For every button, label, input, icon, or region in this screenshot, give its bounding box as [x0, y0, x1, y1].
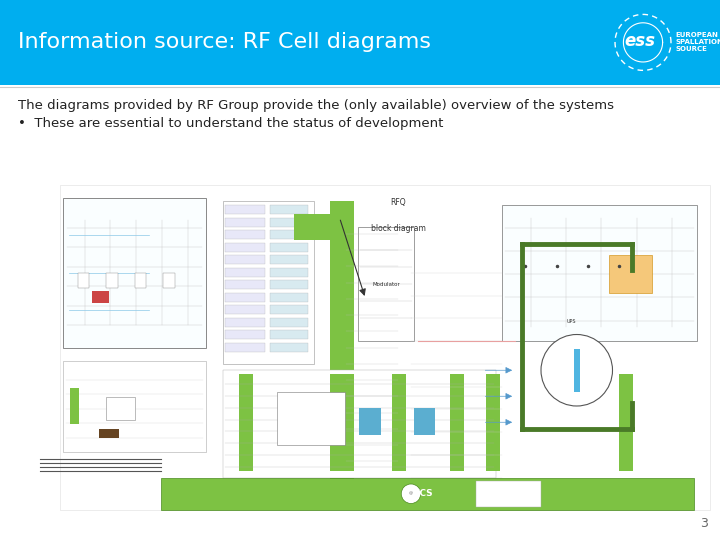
Circle shape — [541, 334, 613, 406]
Bar — [225, 293, 266, 302]
Text: Modulator: Modulator — [372, 282, 400, 287]
Circle shape — [401, 484, 420, 503]
Bar — [270, 306, 308, 314]
Text: ess: ess — [624, 32, 655, 50]
Bar — [330, 201, 354, 484]
Bar — [330, 374, 354, 471]
Text: UPS: UPS — [567, 319, 576, 324]
Text: @: @ — [409, 492, 413, 496]
Text: SPALLATION: SPALLATION — [675, 39, 720, 45]
Text: ICS: ICS — [415, 489, 432, 498]
Bar — [413, 408, 436, 435]
Bar — [225, 280, 266, 289]
Bar — [270, 268, 308, 277]
Bar — [270, 205, 308, 214]
Bar — [270, 343, 308, 352]
Text: •  These are essential to understand the status of development: • These are essential to understand the … — [18, 117, 444, 130]
Text: The diagrams provided by RF Group provide the (only available) overview of the s: The diagrams provided by RF Group provid… — [18, 99, 614, 112]
Bar — [0, 0, 720, 85]
Bar — [63, 361, 206, 451]
Text: SOURCE: SOURCE — [675, 46, 707, 52]
Bar — [359, 408, 381, 435]
Text: EUROPEAN: EUROPEAN — [675, 32, 718, 38]
Text: 3: 3 — [700, 517, 708, 530]
Bar — [619, 374, 634, 471]
Bar — [225, 243, 266, 252]
Bar — [78, 273, 89, 288]
Bar — [161, 477, 694, 510]
Bar — [270, 255, 308, 264]
Bar — [225, 205, 266, 214]
Bar — [239, 374, 253, 471]
Bar — [60, 185, 710, 510]
Bar — [270, 218, 308, 227]
Bar — [106, 397, 135, 420]
Bar — [225, 343, 266, 352]
Bar — [225, 330, 266, 339]
Bar — [270, 293, 308, 302]
Bar — [163, 273, 175, 288]
Bar — [270, 280, 308, 289]
Text: block diagram: block diagram — [371, 224, 426, 233]
Bar — [476, 481, 541, 507]
Bar — [225, 231, 266, 239]
Bar — [359, 227, 414, 341]
Bar — [225, 306, 266, 314]
Bar — [225, 318, 266, 327]
Text: RFQ: RFQ — [390, 198, 406, 207]
Bar — [450, 374, 464, 471]
Bar — [92, 291, 109, 302]
Bar — [225, 218, 266, 227]
Bar — [502, 205, 697, 341]
Bar — [392, 374, 406, 471]
Bar — [63, 198, 206, 348]
Bar — [305, 408, 326, 435]
Bar — [270, 243, 308, 252]
Bar — [270, 231, 308, 239]
Bar — [222, 201, 313, 364]
Bar — [225, 268, 266, 277]
Bar — [99, 429, 119, 438]
Bar — [270, 318, 308, 327]
Bar — [135, 273, 146, 288]
Bar — [574, 349, 580, 392]
Bar — [609, 255, 652, 293]
Bar — [222, 370, 495, 477]
Bar — [294, 214, 330, 240]
Bar — [277, 392, 346, 446]
Bar — [71, 388, 79, 424]
Bar — [486, 374, 500, 471]
Bar — [106, 273, 117, 288]
Bar — [225, 255, 266, 264]
Bar — [270, 330, 308, 339]
Text: Information source: RF Cell diagrams: Information source: RF Cell diagrams — [18, 32, 431, 52]
